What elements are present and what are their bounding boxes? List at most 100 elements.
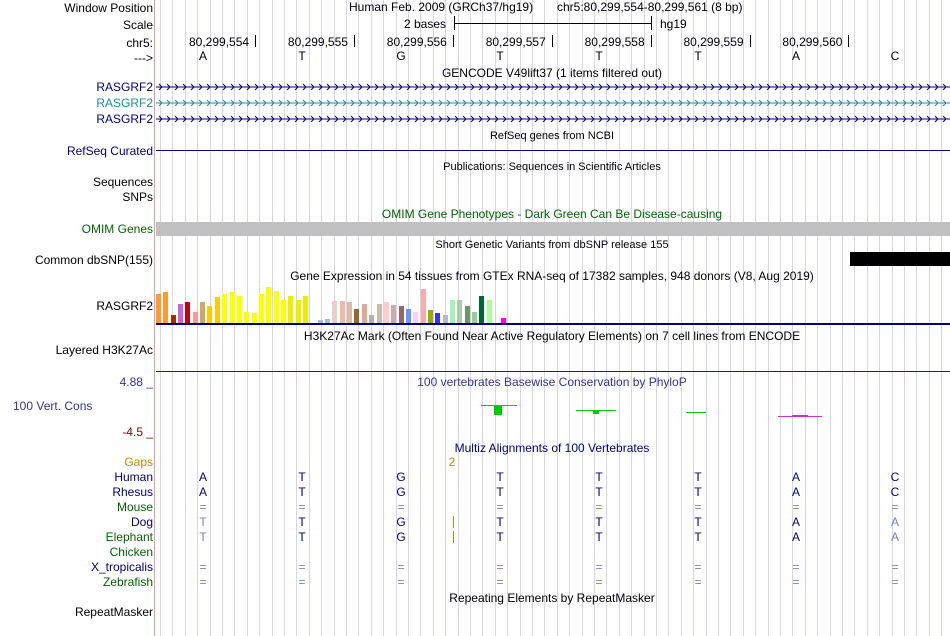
- gencode-gene-1[interactable]: [156, 82, 950, 93]
- gtex-tissue-bar[interactable]: [222, 294, 228, 323]
- strand-arrow: [382, 99, 387, 107]
- gtex-tissue-bar[interactable]: [192, 312, 198, 323]
- strand-arrow: [934, 83, 939, 91]
- gtex-tissue-bar[interactable]: [317, 320, 323, 323]
- gtex-tissue-bar[interactable]: [464, 306, 470, 323]
- gtex-bar-chart[interactable]: [156, 284, 950, 324]
- multiz-species-label[interactable]: Elephant: [105, 530, 153, 544]
- gtex-tissue-bar[interactable]: [178, 304, 183, 323]
- strand-arrow: [462, 83, 467, 91]
- multiz-base: T: [298, 485, 306, 499]
- gtex-tissue-bar[interactable]: [413, 312, 419, 323]
- gtex-tissue-bar[interactable]: [163, 292, 169, 323]
- gtex-tissue-bar[interactable]: [383, 302, 389, 323]
- gtex-tissue-bar[interactable]: [258, 294, 264, 323]
- strand-arrow: [310, 115, 315, 123]
- gtex-tissue-bar[interactable]: [405, 309, 411, 323]
- gtex-tissue-bar[interactable]: [457, 300, 463, 323]
- snps-label[interactable]: SNPs: [122, 190, 153, 204]
- gtex-tissue-bar[interactable]: [420, 289, 426, 323]
- multiz-species-label[interactable]: Human: [114, 470, 153, 484]
- strand-arrow: [510, 83, 515, 91]
- gtex-tissue-bar[interactable]: [376, 304, 382, 323]
- refseq-gene-line[interactable]: [156, 150, 950, 151]
- strand-arrow: [542, 99, 547, 107]
- gtex-tissue-bar[interactable]: [236, 296, 242, 323]
- gtex-tissue-bar[interactable]: [229, 292, 235, 323]
- gtex-tissue-bar[interactable]: [354, 309, 360, 323]
- gtex-tissue-bar[interactable]: [347, 302, 353, 323]
- omim-feature[interactable]: [156, 222, 950, 236]
- multiz-base: A: [791, 515, 801, 529]
- gtex-tissue-bar[interactable]: [295, 300, 301, 323]
- strand-arrow: [670, 99, 675, 107]
- gtex-tissue-bar[interactable]: [435, 313, 441, 323]
- strand-arrow: [550, 83, 555, 91]
- assembly-title: Human Feb. 2009 (GRCh37/hg19): [349, 0, 534, 14]
- sequences-label[interactable]: Sequences: [92, 175, 153, 189]
- phylop-label[interactable]: 100 Vert. Cons: [13, 399, 93, 413]
- multiz-base: =: [595, 500, 603, 514]
- gtex-tissue-bar[interactable]: [266, 287, 272, 323]
- gtex-tissue-bar[interactable]: [273, 291, 279, 323]
- multiz-species-label[interactable]: Mouse: [116, 500, 153, 514]
- gtex-tissue-bar[interactable]: [391, 305, 397, 323]
- gtex-tissue-bar[interactable]: [303, 296, 308, 323]
- gtex-tissue-bar[interactable]: [501, 318, 507, 323]
- h3k27ac-label[interactable]: Layered H3K27Ac: [55, 343, 153, 357]
- gtex-tissue-bar[interactable]: [339, 301, 345, 323]
- refseq-label[interactable]: RefSeq Curated: [66, 144, 153, 158]
- strand-arrow: [518, 83, 523, 91]
- gtex-tissue-bar[interactable]: [332, 301, 338, 323]
- gencode-gene-3[interactable]: [156, 114, 950, 125]
- multiz-base: T: [595, 470, 603, 484]
- strand-arrow: [358, 99, 363, 107]
- gtex-tissue-bar[interactable]: [369, 315, 375, 323]
- gtex-tissue-bar[interactable]: [200, 302, 206, 323]
- omim-label[interactable]: OMIM Genes: [81, 222, 153, 236]
- gtex-tissue-bar[interactable]: [442, 315, 448, 323]
- gtex-tissue-bar[interactable]: [170, 315, 176, 323]
- gtex-tissue-bar[interactable]: [427, 310, 433, 323]
- gtex-tissue-bar[interactable]: [288, 296, 294, 323]
- gtex-tissue-bar[interactable]: [450, 300, 455, 323]
- dbsnp-feature[interactable]: [850, 252, 950, 266]
- gencode-item-label-1[interactable]: RASGRF2: [96, 80, 153, 94]
- strand-label: --->: [134, 51, 153, 65]
- strand-arrow: [414, 83, 419, 91]
- h3k27ac-title: H3K27Ac Mark (Often Found Near Active Re…: [303, 329, 801, 343]
- gtex-tissue-bar[interactable]: [479, 296, 485, 323]
- gtex-tissue-bar[interactable]: [214, 297, 220, 323]
- gtex-tissue-bar[interactable]: [156, 294, 161, 323]
- multiz-species-label[interactable]: Dog: [130, 515, 153, 529]
- gtex-tissue-bar[interactable]: [185, 302, 191, 323]
- gencode-item-label-2[interactable]: RASGRF2: [96, 96, 153, 110]
- gtex-tissue-bar[interactable]: [486, 300, 492, 323]
- multiz-species-label[interactable]: X_tropicalis: [90, 560, 153, 574]
- gtex-label[interactable]: RASGRF2: [96, 299, 153, 313]
- gtex-tissue-bar[interactable]: [207, 306, 213, 323]
- multiz-species-label[interactable]: Chicken: [109, 545, 153, 559]
- repeatmasker-label[interactable]: RepeatMasker: [74, 605, 153, 619]
- ruler-tick: [750, 35, 751, 47]
- gtex-tissue-bar[interactable]: [472, 312, 478, 323]
- gaps-label[interactable]: Gaps: [124, 455, 153, 469]
- gtex-tissue-bar[interactable]: [398, 306, 404, 323]
- gencode-item-label-3[interactable]: RASGRF2: [96, 112, 153, 126]
- multiz-base: A: [791, 530, 801, 544]
- multiz-species-label[interactable]: Rhesus: [112, 485, 153, 499]
- strand-arrow: [886, 99, 891, 107]
- multiz-species-label[interactable]: Zebrafish: [102, 575, 153, 589]
- phylop-plot[interactable]: [156, 390, 950, 435]
- gtex-tissue-bar[interactable]: [361, 304, 367, 323]
- gtex-tissue-bar[interactable]: [325, 319, 330, 323]
- strand-arrow: [798, 83, 803, 91]
- gtex-tissue-bar[interactable]: [244, 312, 250, 323]
- strand-arrow: [614, 83, 619, 91]
- dbsnp-label[interactable]: Common dbSNP(155): [34, 253, 153, 267]
- strand-arrow: [742, 99, 747, 107]
- gtex-tissue-bar[interactable]: [280, 300, 286, 323]
- gencode-gene-2[interactable]: [156, 98, 950, 109]
- gtex-tissue-bar[interactable]: [251, 313, 257, 323]
